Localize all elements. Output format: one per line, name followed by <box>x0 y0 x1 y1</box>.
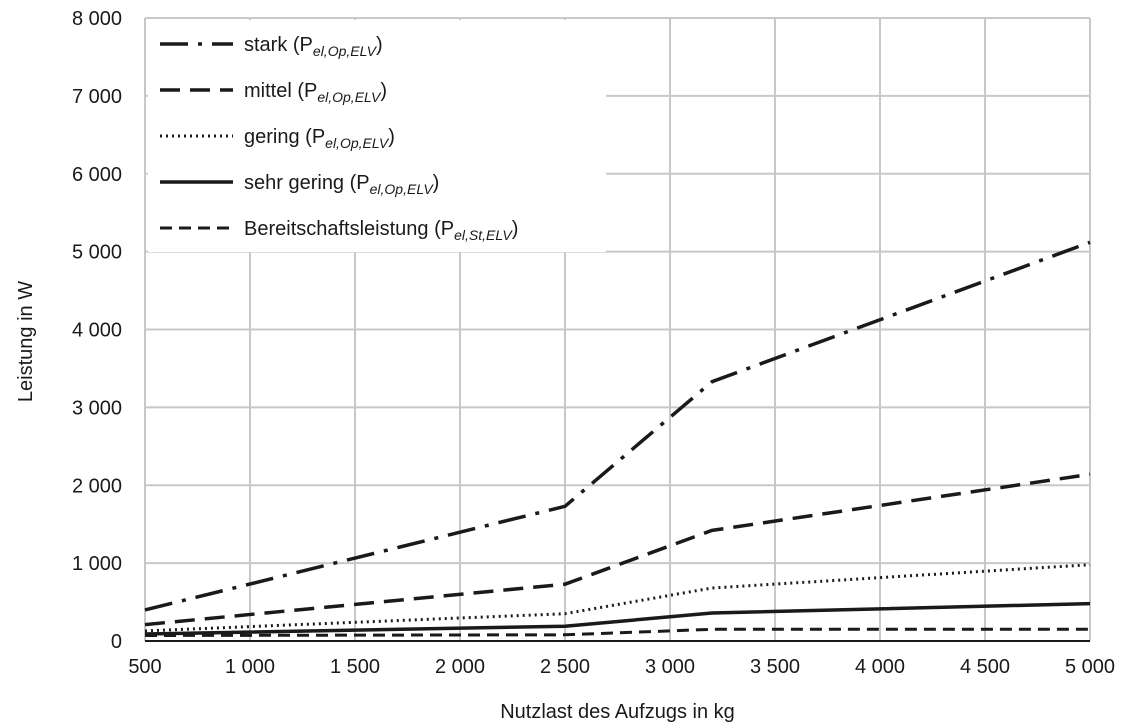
legend-label-end: ) <box>512 218 519 240</box>
x-tick-label: 1 000 <box>225 656 275 678</box>
legend-subscript: el,Op,ELV <box>325 135 390 151</box>
legend-label: mittel (P <box>244 80 317 102</box>
y-tick-label: 0 <box>111 631 122 653</box>
x-tick-label: 3 000 <box>645 656 695 678</box>
legend-subscript: el,St,ELV <box>454 227 513 243</box>
legend-label-end: ) <box>433 172 440 194</box>
x-tick-label: 5 000 <box>1065 656 1115 678</box>
y-tick-label: 3 000 <box>72 397 122 419</box>
legend-entry: mittel (Pel,Op,ELV) <box>244 80 387 105</box>
legend-subscript: el,Op,ELV <box>370 181 435 197</box>
x-tick-label: 2 500 <box>540 656 590 678</box>
series-lines <box>144 240 1091 637</box>
y-tick-label: 6 000 <box>72 164 122 186</box>
x-axis-title: Nutzlast des Aufzugs in kg <box>500 701 735 723</box>
x-tick-label: 2 000 <box>435 656 485 678</box>
legend-label: stark (P <box>244 34 313 56</box>
legend-label-end: ) <box>388 126 395 148</box>
legend-subscript: el,Op,ELV <box>313 43 378 59</box>
legend-subscript: el,Op,ELV <box>317 89 382 105</box>
y-tick-label: 1 000 <box>72 553 122 575</box>
legend-background <box>148 20 606 252</box>
axes: 500 1 000 1 500 2 000 2 500 3 000 3 500 4 000 4 … <box>72 8 1115 678</box>
y-tick-label: 8 000 <box>72 8 122 30</box>
y-tick-label: 4 000 <box>72 320 122 342</box>
x-tick-label: 3 500 <box>750 656 800 678</box>
series-line <box>144 472 1091 627</box>
legend-label-end: ) <box>376 34 383 56</box>
legend-entry: stark (Pel,Op,ELV) <box>244 34 383 59</box>
series-line <box>144 240 1091 612</box>
y-axis-title: Leistung in W <box>15 281 37 402</box>
legend-entry: Bereitschaftsleistung (Pel,St,ELV) <box>244 218 518 243</box>
series-line <box>144 601 1091 636</box>
series-line <box>144 563 1091 633</box>
x-tick-label: 500 <box>128 656 161 678</box>
x-tick-label: 4 500 <box>960 656 1010 678</box>
legend: stark (Pel,Op,ELV)mittel (Pel,Op,ELV)ger… <box>148 20 606 252</box>
legend-label: Bereitschaftsleistung (P <box>244 218 454 240</box>
y-tick-label: 7 000 <box>72 86 122 108</box>
legend-label: gering (P <box>244 126 325 148</box>
y-tick-label: 2 000 <box>72 475 122 497</box>
legend-label-end: ) <box>380 80 387 102</box>
x-tick-label: 4 000 <box>855 656 905 678</box>
x-tick-label: 1 500 <box>330 656 380 678</box>
y-tick-label: 5 000 <box>72 242 122 264</box>
series-line <box>144 627 1090 637</box>
legend-entry: sehr gering (Pel,Op,ELV) <box>244 172 439 197</box>
legend-label: sehr gering (P <box>244 172 370 194</box>
legend-entry: gering (Pel,Op,ELV) <box>244 126 395 151</box>
